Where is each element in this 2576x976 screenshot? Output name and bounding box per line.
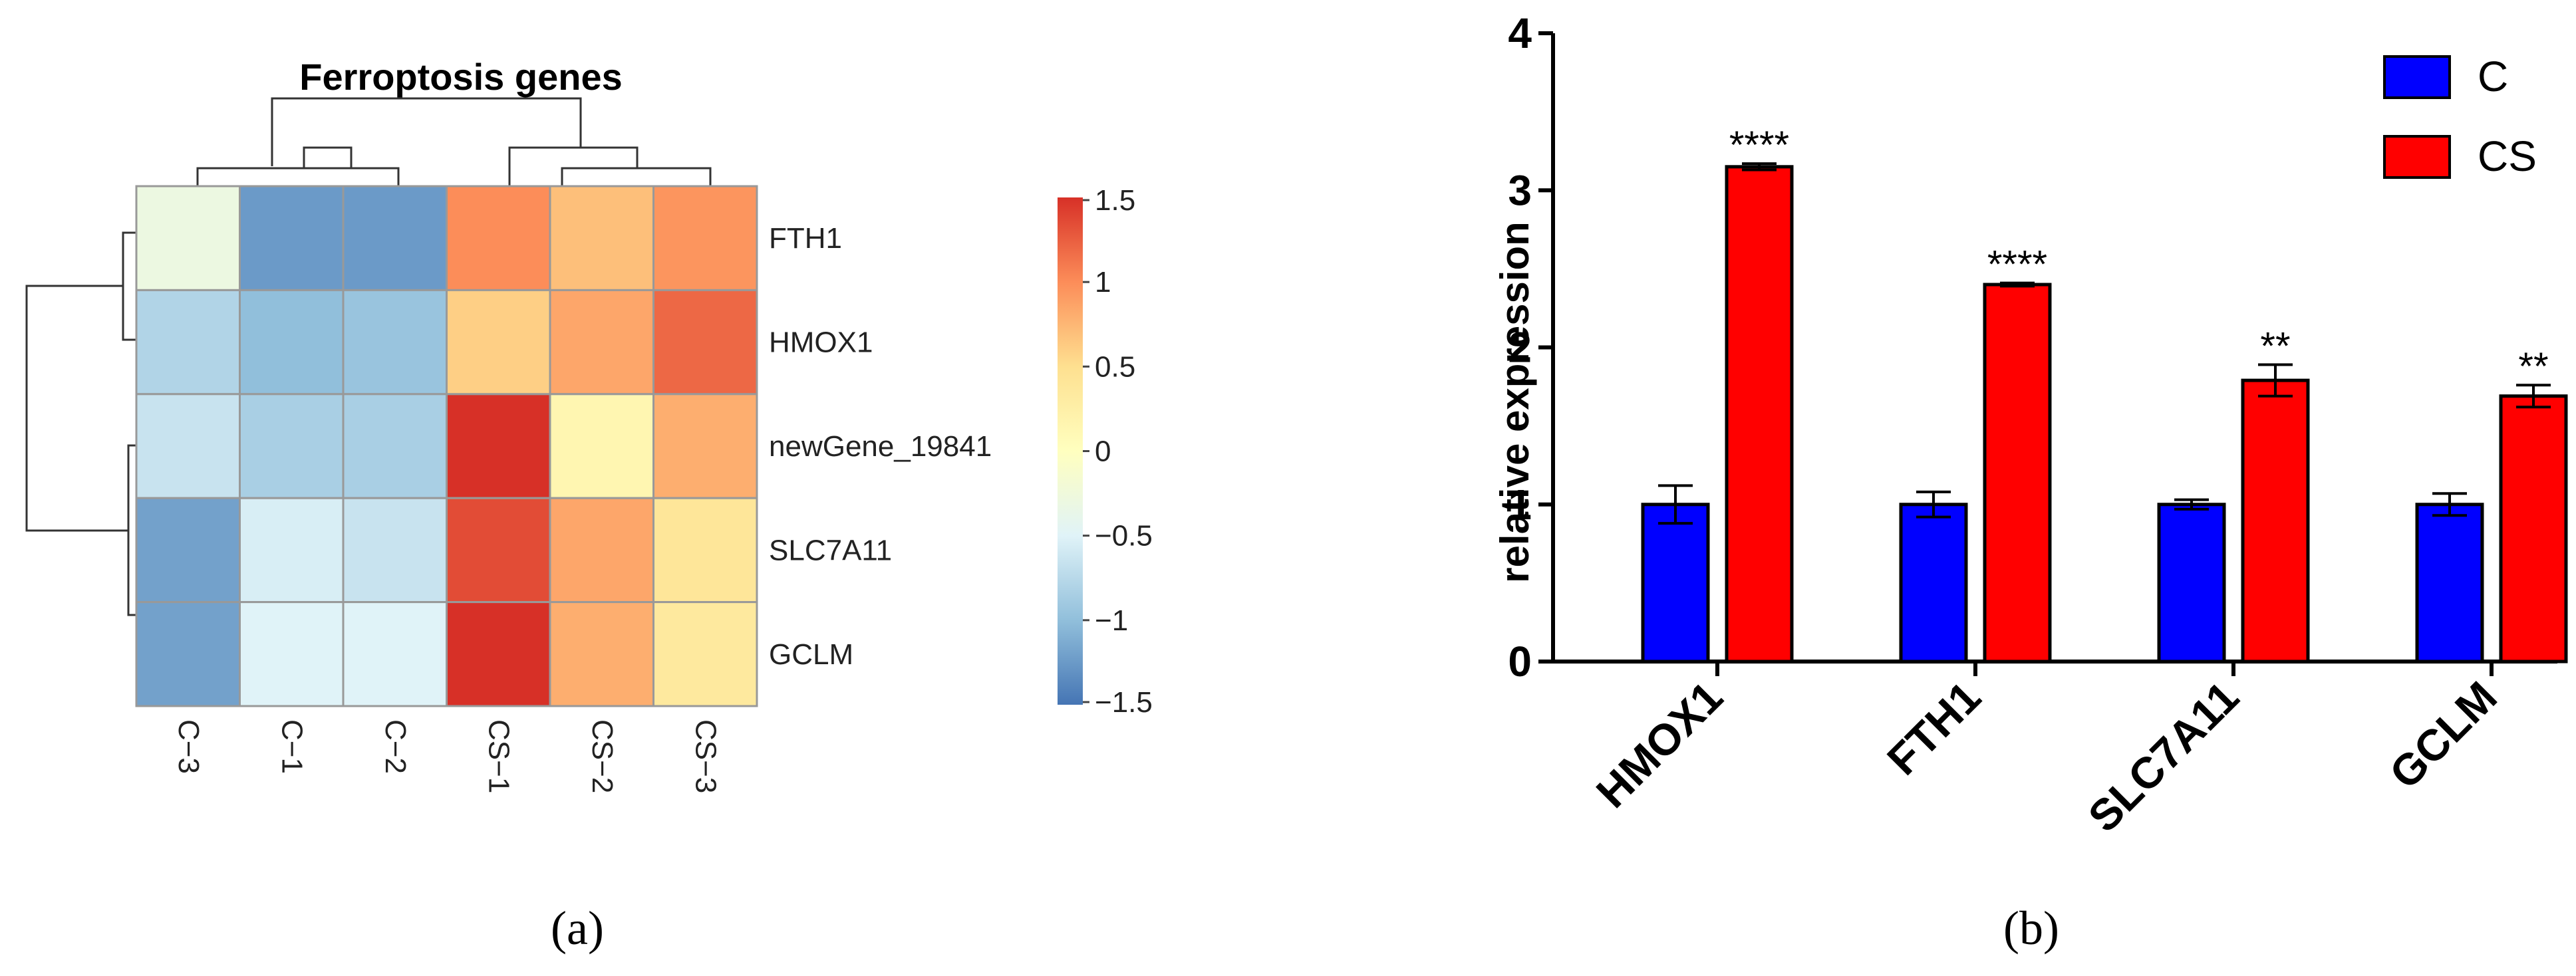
column-dendrogram (196, 97, 712, 186)
heatmap-cell (549, 601, 654, 707)
heatmap-title: Ferroptosis genes (299, 56, 622, 98)
heatmap-chart: Ferroptosis genes FTH1 HMOX1 newGene_19841… (25, 56, 1153, 793)
bar-y-tick-label: 4 (1508, 9, 1532, 57)
heatmap-row-label: GCLM (769, 638, 853, 671)
colorbar-tick-label: 0 (1095, 435, 1111, 468)
heatmap-cell (342, 185, 448, 291)
heatmap-cell (239, 601, 345, 707)
heatmap-cell (239, 393, 345, 499)
bar-y-axis-label: relative expression (1493, 221, 1537, 583)
bar-cs (1725, 165, 1794, 664)
bar-x-tick-labels: HMOX1 FTH1 SLC7A11 GCLM (1587, 662, 2506, 841)
heatmap-cell (446, 497, 551, 604)
significance-label: ** (2260, 324, 2290, 368)
bar-series: ********** ** (1641, 124, 2568, 664)
bar-legend: C CS (2383, 53, 2537, 180)
panel-b-label: (b) (2003, 902, 2059, 955)
heatmap-row-label: FTH1 (769, 222, 842, 255)
colorbar-tick-label: 1.5 (1095, 184, 1135, 217)
legend-swatch-c (2383, 55, 2451, 99)
heatmap-row-label: newGene_19841 (769, 430, 992, 463)
heatmap-cell (446, 393, 551, 499)
bar-cs (1983, 283, 2052, 664)
bar-x-tick-label: GCLM (2380, 672, 2506, 798)
heatmap-cell (135, 497, 241, 604)
bar-x-tick-label: SLC7A11 (2078, 672, 2248, 842)
colorbar-tick-label: −1 (1095, 604, 1128, 637)
bar-cs (2499, 394, 2568, 664)
heatmap-cell (135, 289, 241, 396)
bar-cs (2241, 378, 2310, 664)
bar-y-tick-label: 0 (1508, 638, 1532, 685)
heatmap-cell (239, 289, 345, 396)
bar-c (1641, 503, 1710, 664)
heatmap-column-label: CS−1 (482, 719, 515, 793)
heatmap-cell (549, 393, 654, 499)
heatmap-cell (342, 393, 448, 499)
heatmap-row-label: HMOX1 (769, 326, 873, 359)
heatmap-cell (549, 185, 654, 291)
heatmap-column-label: CS−2 (586, 719, 619, 793)
colorbar-tick-label: −0.5 (1095, 520, 1153, 552)
heatmap-cell (549, 289, 654, 396)
heatmap-cell (549, 497, 654, 604)
heatmap-cell (652, 393, 758, 499)
significance-label: **** (1729, 124, 1789, 167)
legend-swatch-cs (2383, 135, 2451, 179)
bar-c (2157, 503, 2226, 664)
heatmap-cell (446, 185, 551, 291)
colorbar-tick-label: 1 (1095, 266, 1111, 299)
heatmap-cell (135, 393, 241, 499)
bar-y-tick-label: 3 (1508, 166, 1532, 214)
heatmap-cell (446, 601, 551, 707)
heatmap-column-label: C−3 (172, 719, 205, 774)
heatmap-cell (342, 497, 448, 604)
heatmap-row-label: SLC7A11 (769, 534, 892, 566)
heatmap-cells (135, 185, 758, 707)
heatmap-row-labels: FTH1 HMOX1 newGene_19841 SLC7A11 GCLM (769, 222, 992, 671)
heatmap-cell (446, 289, 551, 396)
heatmap-column-label: CS−3 (689, 719, 722, 793)
significance-label: **** (1987, 243, 2047, 287)
heatmap-cell (652, 497, 758, 604)
panel-a-label: (a) (551, 902, 604, 955)
row-dendrogram (25, 231, 143, 656)
heatmap-cell (652, 289, 758, 396)
legend-label-c: C (2478, 53, 2508, 100)
heatmap-cell (239, 497, 345, 604)
bar-y-tick-label: 1 (1508, 481, 1532, 529)
colorbar-ticks: 1.5 1 0.5 0 −0.5 −1 −1.5 (1083, 184, 1153, 719)
heatmap-column-label: C−1 (275, 719, 308, 774)
bar-y-tick-label: 2 (1508, 324, 1532, 372)
bar-c (2415, 503, 2484, 664)
heatmap-cell (135, 185, 241, 291)
significance-label: ** (2518, 345, 2548, 388)
bar-c (1899, 503, 1968, 664)
bar-x-tick-label: HMOX1 (1587, 672, 1732, 817)
legend-label-cs: CS (2478, 132, 2537, 180)
heatmap-cell (135, 601, 241, 707)
heatmap-column-label: C−2 (379, 719, 412, 774)
heatmap-cell (342, 601, 448, 707)
bar-x-tick-label: FTH1 (1878, 672, 1990, 785)
heatmap-colorbar (1058, 197, 1083, 705)
colorbar-tick-label: 0.5 (1095, 350, 1135, 383)
heatmap-cell (652, 185, 758, 291)
colorbar-tick-label: −1.5 (1095, 686, 1153, 719)
heatmap-column-labels: C−3 C−1 C−2 CS−1 CS−2 CS−3 (172, 719, 722, 793)
heatmap-cell (239, 185, 345, 291)
bar-axes: 0 1 2 3 4 (1508, 9, 2557, 685)
heatmap-cell (342, 289, 448, 396)
heatmap-cell (652, 601, 758, 707)
